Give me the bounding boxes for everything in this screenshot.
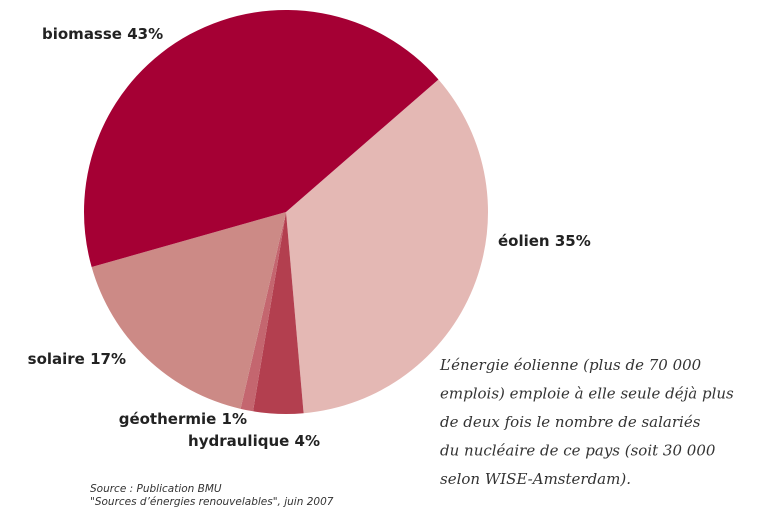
category-label: hydraulique [188,432,289,450]
value-label: 17% [90,350,126,368]
category-label: solaire [28,350,85,368]
value-label: 1% [222,410,247,428]
pie-slice [286,79,488,414]
value-label: 43% [127,25,163,43]
category-label: éolien [498,232,550,250]
annotation-line: emplois) emploie à elle seule déjà plus [440,385,734,403]
slice-label: hydraulique 4% [188,432,320,450]
source-line: Source : Publication BMU [90,483,222,495]
category-label: biomasse [42,25,122,43]
pie-slice [253,212,304,414]
annotation-line: selon WISE-Amsterdam). [440,470,631,488]
pie-slice [240,212,286,412]
slice-label: éolien 35% [498,232,591,250]
annotation-line: L’énergie éolienne (plus de 70 000 [439,356,702,374]
pie-slice [91,212,287,409]
value-label: 4% [295,432,320,450]
annotation-line: du nucléaire de ce pays (soit 30 000 [440,442,716,460]
value-label: 35% [555,232,591,250]
slice-label: géothermie 1% [119,410,247,428]
slice-label: solaire 17% [28,350,126,368]
pie-slice [84,9,439,268]
slice-label: biomasse 43% [42,25,163,43]
source-line: "Sources d’énergies renouvelables", juin… [90,496,334,508]
category-label: géothermie [119,410,217,428]
annotation-line: de deux fois le nombre de salariés [440,413,701,431]
